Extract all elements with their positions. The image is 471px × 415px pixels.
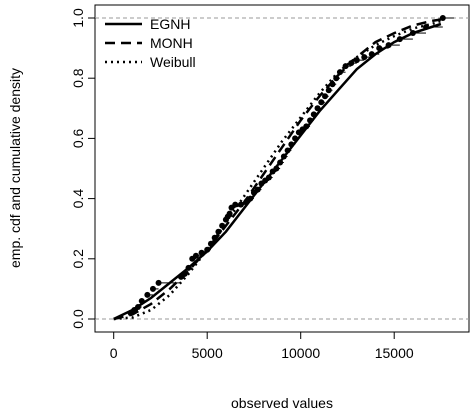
ecdf-point — [277, 159, 284, 166]
y-tick-label: 0.8 — [70, 68, 86, 88]
ecdf-point — [333, 75, 340, 82]
series-line-weibull — [113, 19, 442, 321]
x-tick-label: 5000 — [192, 345, 223, 361]
ecdf-point — [254, 186, 261, 193]
ecdf-point — [185, 264, 192, 271]
ecdf-point — [409, 30, 416, 37]
ecdf-point — [292, 135, 299, 142]
ecdf-point — [181, 270, 188, 277]
legend-label-egnh: EGNH — [150, 16, 190, 32]
y-tick-label: 0.0 — [70, 309, 86, 329]
ecdf-point — [325, 87, 332, 94]
ecdf-point — [280, 153, 287, 160]
ecdf-point — [211, 234, 218, 241]
reference-lines — [95, 17, 469, 320]
y-tick-label: 0.4 — [70, 189, 86, 209]
ecdf-point — [318, 99, 325, 106]
ecdf-point — [237, 201, 244, 208]
ecdf-point — [207, 240, 214, 247]
ecdf-point — [273, 165, 280, 172]
ecdf-point — [265, 174, 272, 181]
ecdf-point — [439, 15, 446, 21]
x-axis: 0 5000 10000 15000 — [110, 331, 414, 361]
ecdf-point — [215, 228, 222, 235]
x-axis-title: observed values — [231, 395, 333, 411]
ecdf-point — [361, 54, 368, 61]
legend-label-weibull: Weibull — [150, 54, 196, 70]
y-axis-title: emp. cdf and cumulative density — [7, 68, 23, 268]
legend-label-monh: MONH — [150, 35, 193, 51]
ecdf-point — [144, 291, 151, 298]
ecdf-point — [322, 93, 329, 100]
x-tick-label: 15000 — [375, 345, 414, 361]
x-tick-label: 10000 — [281, 345, 320, 361]
ecdf-point — [226, 210, 233, 217]
ecdf-point — [135, 303, 142, 310]
ecdf-steps — [127, 15, 455, 316]
ecdf-point — [198, 249, 205, 256]
legend: EGNH MONH Weibull — [105, 16, 196, 70]
ecdf-point — [385, 42, 392, 49]
ecdf-point — [247, 195, 254, 202]
ecdf-point — [232, 201, 239, 208]
ecdf-point — [422, 24, 429, 31]
y-axis: 0.0 0.2 0.4 0.6 0.8 1.0 — [70, 8, 96, 329]
ecdf-point — [329, 81, 336, 88]
y-tick-label: 1.0 — [70, 8, 86, 28]
ecdf-point — [336, 69, 343, 76]
ecdf-point — [353, 57, 360, 64]
ecdf-point — [219, 222, 226, 229]
ecdf-point — [284, 147, 291, 154]
ecdf-point — [303, 123, 310, 130]
x-tick-label: 0 — [110, 345, 118, 361]
ecdf-point — [396, 36, 403, 43]
ecdf-point — [307, 117, 314, 124]
ecdf-point — [342, 63, 349, 70]
ecdf-point — [138, 297, 145, 304]
series-line-monh — [113, 18, 442, 321]
y-tick-label: 0.6 — [70, 128, 86, 148]
ecdf-point — [348, 60, 355, 67]
ecdf-point — [288, 141, 295, 148]
ecdf-point — [314, 105, 321, 112]
ecdf-point — [310, 111, 317, 118]
ecdf-point — [376, 45, 383, 52]
ecdf-point — [204, 246, 211, 253]
ecdf-point — [368, 51, 375, 58]
ecdf-point — [155, 279, 162, 286]
ecdf-point — [192, 252, 199, 259]
ecdf-point — [149, 285, 156, 292]
y-tick-label: 0.2 — [70, 249, 86, 269]
